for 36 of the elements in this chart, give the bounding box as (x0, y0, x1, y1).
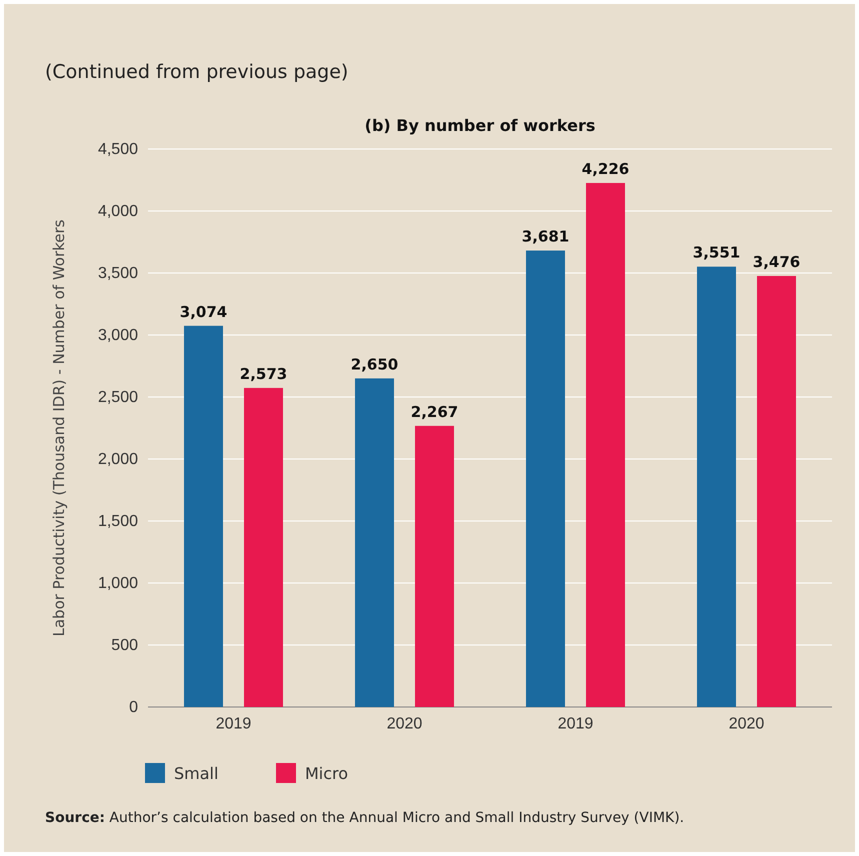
data-label: 3,074 (180, 302, 228, 321)
bar (415, 426, 454, 707)
data-label: 4,226 (582, 160, 630, 178)
bar (244, 388, 283, 707)
x-tick-label: 2020 (386, 715, 422, 732)
data-label: 2,573 (240, 364, 288, 383)
y-tick-label: 2,500 (98, 389, 138, 406)
text: (Continued from previous page) (45, 61, 348, 83)
data-label: 3,476 (752, 252, 800, 271)
y-tick-label: 1,500 (98, 513, 138, 530)
data-label: 3,551 (692, 244, 740, 262)
y-tick-label: 0 (129, 699, 138, 716)
x-tick-label: 2019 (216, 715, 252, 732)
bar (697, 266, 736, 707)
y-tick-label: 3,500 (98, 265, 138, 282)
y-axis-title: Labor Productivity (Thousand IDR) - Number of Workers (50, 219, 68, 636)
x-tick-label: 2019 (558, 715, 594, 732)
bar (757, 276, 796, 707)
y-tick-label: 3,000 (98, 327, 138, 344)
y-tick-label: 1,000 (98, 575, 138, 592)
source-note: Source: Author’s calculation based on the Annual Micro and Small Industry Survey (VIMK). (45, 810, 684, 826)
legend-label: Micro (305, 764, 348, 783)
bar (355, 378, 394, 707)
legend-label: Small (174, 764, 218, 783)
data-label: 2,267 (410, 402, 458, 421)
data-label: 3,681 (522, 228, 570, 246)
bar (526, 250, 565, 707)
bar (586, 182, 625, 707)
y-tick-label: 4,500 (98, 141, 138, 158)
x-tick-label: 2020 (728, 715, 764, 732)
y-tick-label: 4,000 (98, 203, 138, 220)
chart-title: (b) By number of workers (364, 116, 596, 135)
y-tick-label: 500 (111, 637, 138, 654)
bar (184, 326, 223, 707)
data-label: 2,650 (350, 355, 398, 374)
y-tick-label: 2,000 (98, 451, 138, 468)
